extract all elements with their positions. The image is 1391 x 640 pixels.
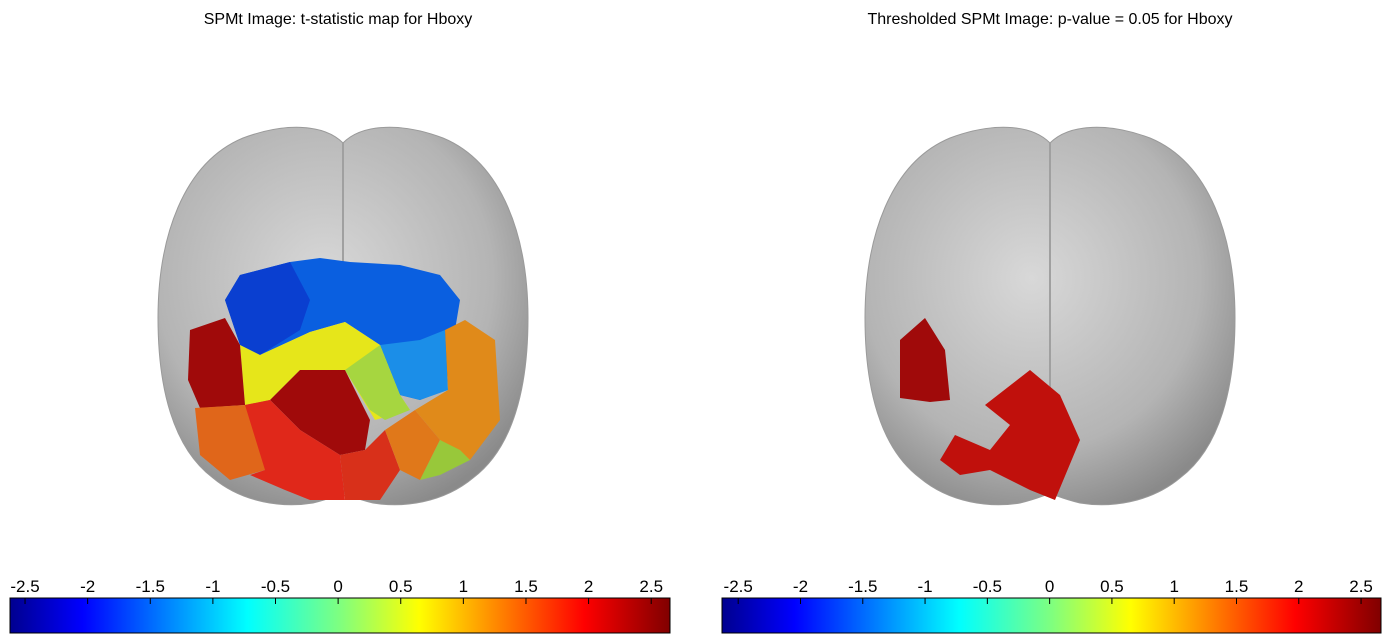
tick-label: -2 [793,577,808,596]
tick-label: -2 [80,577,95,596]
tick-label: -1.5 [136,577,165,596]
tick-label: 0 [333,577,342,596]
tick-label: -2.5 [724,577,753,596]
tick-label: -0.5 [973,577,1002,596]
colorbar [10,598,670,633]
brain-right [865,127,1235,504]
figure: SPMt Image: t-statistic map for Hboxy Th… [0,0,1391,635]
panel-title: Thresholded SPMt Image: p-value = 0.05 f… [867,11,1232,28]
tick-label: 1.5 [1225,577,1249,596]
tick-label: -1 [917,577,932,596]
tick-label: -0.5 [261,577,290,596]
tick-label: -1 [205,577,220,596]
tick-label: 1 [1169,577,1178,596]
panel-title: SPMt Image: t-statistic map for Hboxy [204,11,473,28]
tick-label: 2.5 [639,577,663,596]
tick-label: 2 [584,577,593,596]
tick-label: 1 [459,577,468,596]
tick-label: 0 [1045,577,1054,596]
tick-label: 0.5 [1100,577,1124,596]
tick-label: 1.5 [514,577,538,596]
colorbar [722,598,1381,633]
tick-label: -2.5 [10,577,39,596]
brain-left [158,127,528,504]
tick-label: 2 [1294,577,1303,596]
tick-label: 2.5 [1349,577,1373,596]
tick-label: -1.5 [848,577,877,596]
tick-label: 0.5 [389,577,413,596]
